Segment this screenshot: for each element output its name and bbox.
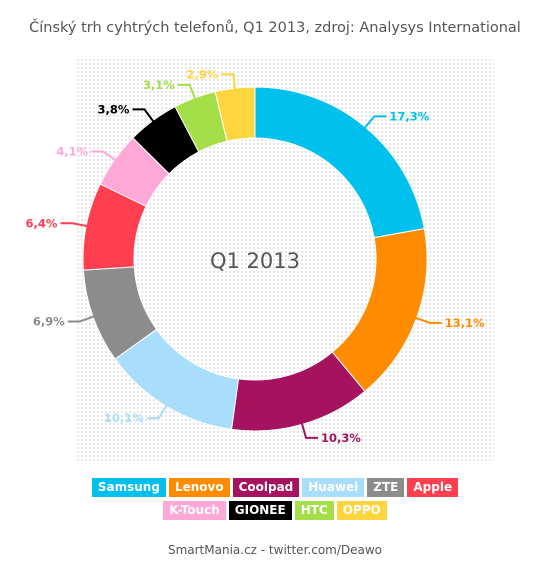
data-label-k-touch: 4,1% (56, 144, 88, 158)
chart-title: Čínský trh cyhtrých telefonů, Q1 2013, z… (29, 20, 521, 36)
legend-item-lenovo[interactable]: Lenovo (168, 478, 230, 497)
center-label: Q1 2013 (210, 249, 300, 273)
leader-line-oppo (221, 73, 237, 92)
data-label-lenovo: 13,1% (445, 316, 485, 330)
leader-line-huawei (146, 403, 169, 420)
legend-item-htc[interactable]: HTC (294, 501, 334, 520)
legend-item-zte[interactable]: ZTE (367, 478, 405, 497)
data-label-coolpad: 10,3% (321, 431, 361, 445)
leader-line-zte (67, 314, 97, 323)
leader-line-samsung (362, 115, 387, 131)
legend-item-huawei[interactable]: Huawei (302, 478, 365, 497)
slice-oppo[interactable] (214, 86, 256, 142)
data-label-zte: 6,9% (33, 314, 65, 328)
data-label-htc: 3,1% (143, 78, 175, 92)
leader-line-apple (60, 222, 90, 228)
slice-lenovo[interactable] (331, 228, 428, 393)
footer-credit: SmartMania.cz - twitter.com/Deawo (167, 543, 383, 557)
legend-item-oppo[interactable]: OPPO (336, 501, 387, 520)
leader-line-coolpad (300, 421, 319, 439)
legend-item-gionee[interactable]: GIONEE (228, 501, 292, 520)
leader-line-lenovo (413, 316, 442, 324)
data-label-apple: 6,4% (26, 216, 58, 230)
data-label-oppo: 2,9% (186, 67, 218, 81)
data-label-huawei: 10,1% (104, 411, 144, 425)
leader-line-gionee (132, 108, 156, 124)
data-label-samsung: 17,3% (389, 109, 429, 123)
legend-item-apple[interactable]: Apple (407, 478, 459, 497)
legend-item-samsung[interactable]: Samsung (91, 478, 166, 497)
leader-line-k-touch (91, 150, 118, 163)
data-label-gionee: 3,8% (98, 102, 130, 116)
legend-item-coolpad[interactable]: Coolpad (232, 478, 300, 497)
leader-line-htc (177, 83, 197, 102)
legend-item-k-touch[interactable]: K-Touch (163, 501, 226, 520)
legend-row-2: K-Touch GIONEE HTC OPPO (0, 501, 550, 520)
legend-row-1: Samsung Lenovo Coolpad Huawei ZTE Apple (0, 478, 550, 497)
